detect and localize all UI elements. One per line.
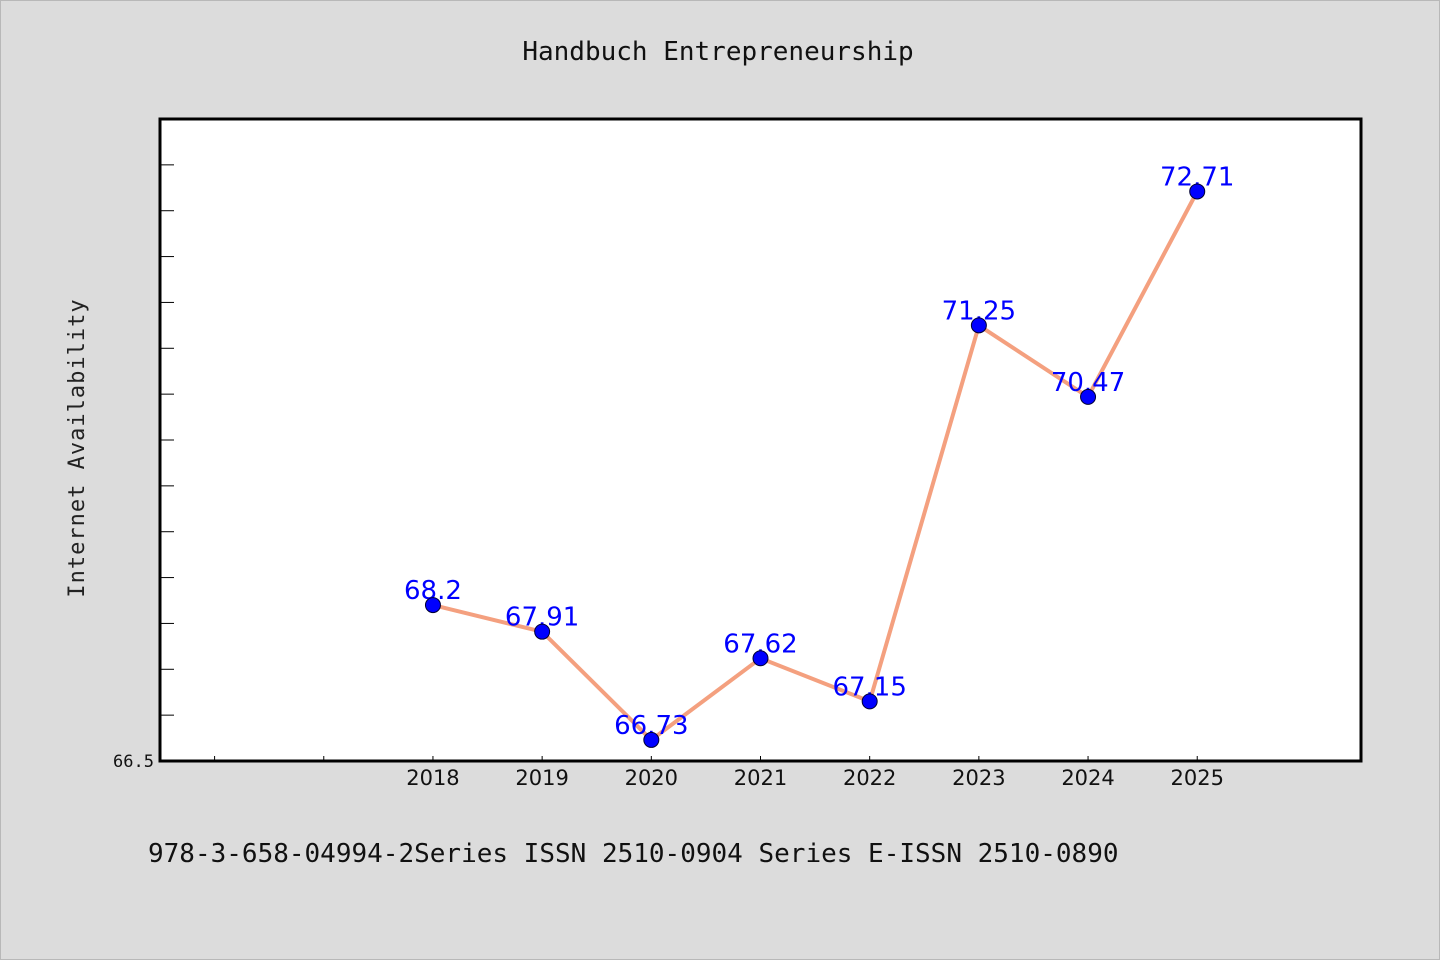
data-point-marker	[424, 597, 441, 614]
data-point-marker	[970, 317, 987, 334]
x-tick-label: 2022	[843, 766, 896, 790]
x-tick-label: 2023	[952, 766, 1005, 790]
x-tick-label: 2019	[515, 766, 568, 790]
data-point-marker	[861, 693, 878, 710]
series-line	[431, 189, 1200, 742]
footer-isbn-text: 978-3-658-04994-2Series ISSN 2510-0904 S…	[148, 839, 1119, 869]
x-axis-ticks: 2018 2019 2020 2021 2022 2023 2024 2025	[214, 756, 1224, 790]
data-point-marker	[1080, 388, 1097, 405]
data-point-marker	[643, 731, 660, 748]
data-point-marker	[752, 650, 769, 667]
data-point-marker	[1189, 183, 1206, 200]
y-axis-label: Internet Availability	[65, 298, 90, 597]
x-tick-label: 2025	[1171, 766, 1224, 790]
data-point-marker	[534, 623, 551, 640]
x-tick-label: 2020	[625, 766, 678, 790]
y-axis-ticks: 66.5	[113, 118, 174, 772]
x-tick-label: 2018	[406, 766, 459, 790]
chart-title: Handbuch Entrepreneurship	[522, 37, 913, 67]
y-tick-label: 66.5	[113, 752, 154, 772]
x-tick-label: 2021	[734, 766, 787, 790]
x-tick-label: 2024	[1061, 766, 1114, 790]
